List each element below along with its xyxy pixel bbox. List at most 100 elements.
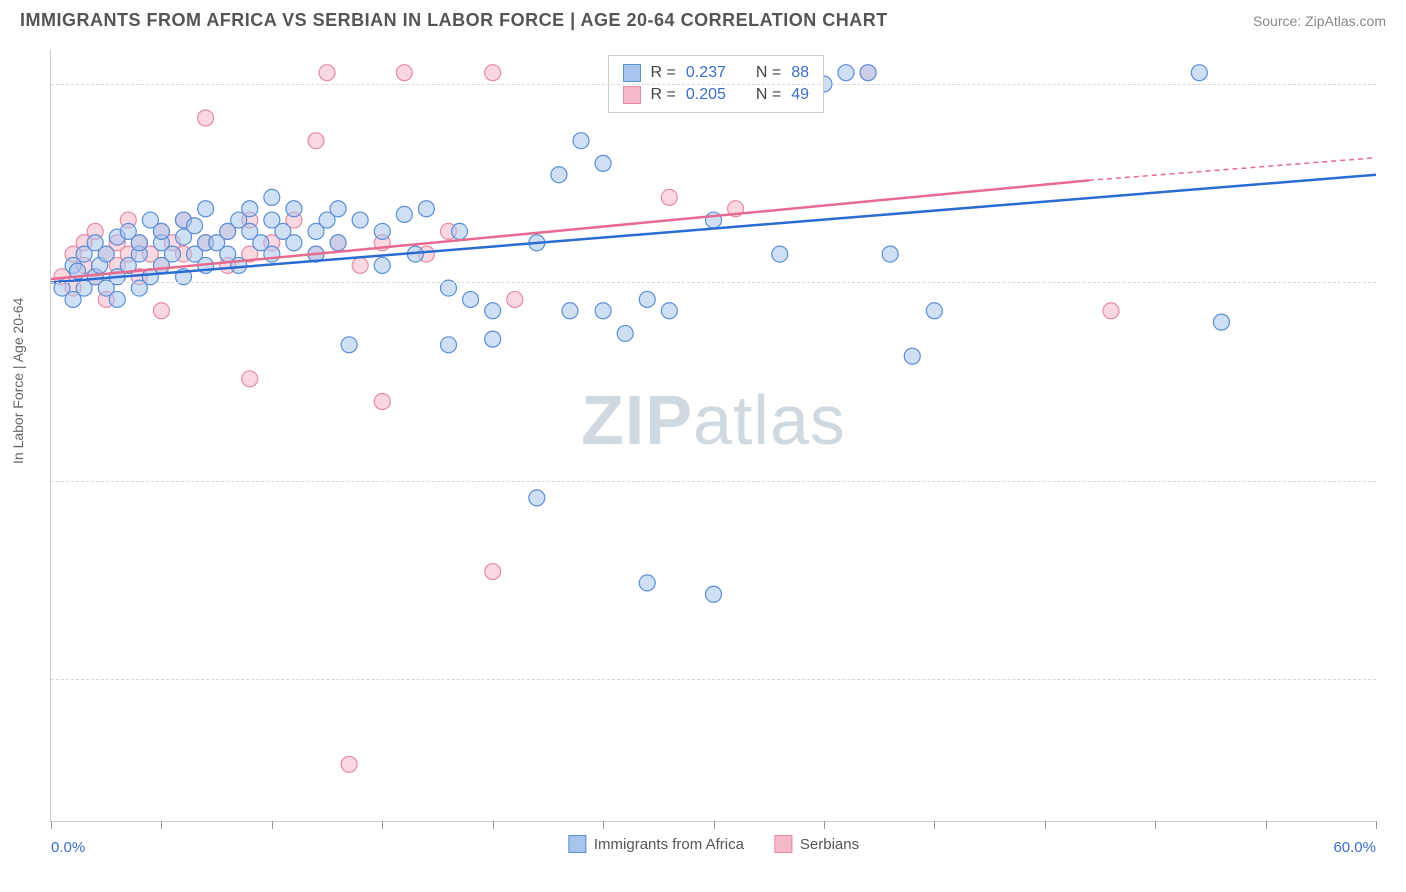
- data-point: [1191, 65, 1207, 81]
- data-point: [330, 201, 346, 217]
- data-point: [352, 212, 368, 228]
- trend-line: [51, 180, 1089, 279]
- data-point: [418, 201, 434, 217]
- series-legend: Immigrants from Africa Serbians: [568, 835, 859, 853]
- data-point: [198, 110, 214, 126]
- data-point: [242, 371, 258, 387]
- data-point: [661, 189, 677, 205]
- y-tick-label: 82.5%: [1386, 274, 1406, 291]
- x-tick: [1376, 821, 1377, 829]
- data-point: [882, 246, 898, 262]
- data-point: [485, 331, 501, 347]
- data-point: [131, 235, 147, 251]
- x-tick: [161, 821, 162, 829]
- data-point: [308, 133, 324, 149]
- data-point: [187, 218, 203, 234]
- data-point: [153, 223, 169, 239]
- gridline: [51, 481, 1376, 482]
- r-label: R =: [651, 64, 676, 82]
- data-point: [264, 189, 280, 205]
- legend-stats-row: R = 0.237 N = 88: [623, 62, 810, 84]
- data-point: [551, 167, 567, 183]
- chart-plot-area: ZIPatlas R =0.237N =88R =0.205N =49 0.0%…: [50, 50, 1376, 822]
- y-tick-label: 100.0%: [1386, 76, 1406, 93]
- source-attribution: Source: ZipAtlas.com: [1253, 13, 1386, 29]
- legend-swatch: [774, 835, 792, 853]
- data-point: [452, 223, 468, 239]
- data-point: [562, 303, 578, 319]
- x-tick: [934, 821, 935, 829]
- data-point: [441, 337, 457, 353]
- r-value: 0.205: [686, 86, 726, 104]
- data-point: [319, 65, 335, 81]
- data-point: [242, 201, 258, 217]
- data-point: [772, 246, 788, 262]
- legend-swatch: [568, 835, 586, 853]
- data-point: [374, 393, 390, 409]
- legend-item: Serbians: [774, 835, 859, 853]
- data-point: [1213, 314, 1229, 330]
- x-tick: [493, 821, 494, 829]
- data-point: [341, 337, 357, 353]
- data-point: [352, 257, 368, 273]
- data-point: [341, 756, 357, 772]
- x-tick: [824, 821, 825, 829]
- legend-item: Immigrants from Africa: [568, 835, 744, 853]
- data-point: [485, 65, 501, 81]
- r-label: R =: [651, 86, 676, 104]
- n-value: 88: [791, 64, 809, 82]
- data-point: [838, 65, 854, 81]
- chart-title: IMMIGRANTS FROM AFRICA VS SERBIAN IN LAB…: [20, 10, 888, 31]
- x-tick: [272, 821, 273, 829]
- x-tick: [603, 821, 604, 829]
- n-label: N =: [756, 64, 781, 82]
- x-tick: [51, 821, 52, 829]
- x-axis-max-label: 60.0%: [1333, 839, 1376, 856]
- data-point: [639, 291, 655, 307]
- data-point: [1103, 303, 1119, 319]
- data-point: [661, 303, 677, 319]
- r-value: 0.237: [686, 64, 726, 82]
- data-point: [595, 155, 611, 171]
- legend-label: Immigrants from Africa: [594, 836, 744, 853]
- legend-swatch: [623, 86, 641, 104]
- data-point: [374, 257, 390, 273]
- y-tick-label: 65.0%: [1386, 472, 1406, 489]
- data-point: [706, 586, 722, 602]
- gridline: [51, 84, 1376, 85]
- data-point: [153, 303, 169, 319]
- data-point: [330, 235, 346, 251]
- gridline: [51, 282, 1376, 283]
- legend-swatch: [623, 64, 641, 82]
- data-point: [286, 201, 302, 217]
- x-tick: [714, 821, 715, 829]
- data-point: [573, 133, 589, 149]
- legend-stats-row: R = 0.205 N = 49: [623, 84, 810, 106]
- data-point: [639, 575, 655, 591]
- n-label: N =: [756, 86, 781, 104]
- data-point: [463, 291, 479, 307]
- x-tick: [1155, 821, 1156, 829]
- data-point: [860, 65, 876, 81]
- data-point: [109, 291, 125, 307]
- x-tick: [382, 821, 383, 829]
- data-point: [485, 303, 501, 319]
- x-tick: [1266, 821, 1267, 829]
- n-value: 49: [791, 86, 809, 104]
- data-point: [396, 65, 412, 81]
- data-point: [904, 348, 920, 364]
- data-point: [286, 235, 302, 251]
- data-point: [198, 201, 214, 217]
- legend-label: Serbians: [800, 836, 859, 853]
- chart-header: IMMIGRANTS FROM AFRICA VS SERBIAN IN LAB…: [0, 0, 1406, 31]
- x-tick: [1045, 821, 1046, 829]
- data-point: [507, 291, 523, 307]
- data-point: [98, 246, 114, 262]
- data-point: [374, 223, 390, 239]
- data-point: [595, 303, 611, 319]
- data-point: [485, 564, 501, 580]
- data-point: [617, 325, 633, 341]
- data-point: [396, 206, 412, 222]
- scatter-svg: [51, 50, 1376, 821]
- data-point: [926, 303, 942, 319]
